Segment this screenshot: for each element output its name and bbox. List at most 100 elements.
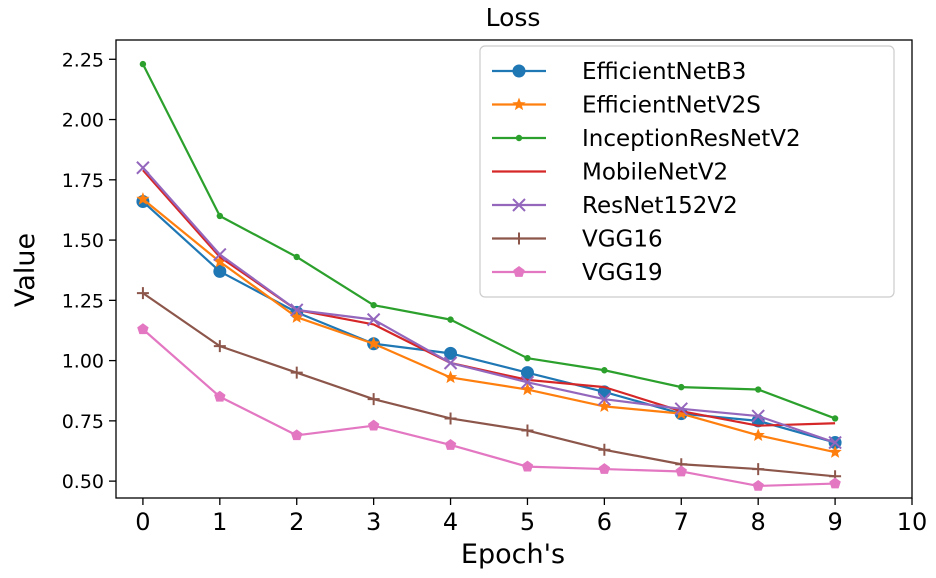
data-point xyxy=(293,253,300,261)
x-tick-label: 2 xyxy=(289,508,304,536)
data-series xyxy=(136,60,842,491)
x-tick-label: 9 xyxy=(827,508,842,536)
data-point xyxy=(291,429,303,441)
y-tick-label: 1.00 xyxy=(62,351,104,373)
data-point xyxy=(444,412,457,425)
x-tick-label: 6 xyxy=(597,508,612,536)
series-line xyxy=(141,63,836,420)
data-point xyxy=(524,354,531,362)
x-tick-label: 0 xyxy=(135,508,150,536)
series-line xyxy=(142,198,836,454)
series-inceptionresnetv2 xyxy=(139,60,839,422)
data-point xyxy=(366,312,381,327)
legend-item: EfficientNetV2S xyxy=(492,93,761,119)
legend-label: EfficientNetB3 xyxy=(582,59,746,85)
data-point xyxy=(367,393,380,406)
data-point xyxy=(213,340,226,353)
legend-marker xyxy=(512,198,526,212)
data-point xyxy=(136,287,149,300)
data-point xyxy=(829,477,841,489)
y-tick-label: 1.50 xyxy=(62,230,104,252)
y-tick-label: 1.75 xyxy=(62,170,104,192)
series-line xyxy=(142,328,836,488)
y-tick-label: 0.75 xyxy=(62,411,104,433)
series-line xyxy=(142,292,836,478)
data-point xyxy=(678,383,685,391)
data-point xyxy=(139,60,147,68)
y-tick-label: 0.50 xyxy=(62,471,104,493)
data-point xyxy=(137,323,149,335)
legend-marker xyxy=(513,232,525,245)
legend-items: EfficientNetB3 EfficientNetV2S InceptionRe… xyxy=(492,59,801,286)
series-resnet152v2 xyxy=(136,161,842,450)
data-point xyxy=(520,375,535,390)
legend-marker xyxy=(515,134,523,142)
legend-label: MobileNetV2 xyxy=(582,160,728,186)
data-point xyxy=(443,370,458,384)
x-tick-label: 10 xyxy=(897,508,928,536)
data-point xyxy=(831,415,839,422)
data-point xyxy=(444,438,457,450)
x-axis-title: Epoch's xyxy=(461,539,565,570)
legend-box xyxy=(479,45,895,298)
data-point xyxy=(370,301,377,309)
data-point xyxy=(828,445,842,458)
data-point xyxy=(213,264,227,278)
data-point xyxy=(674,402,688,416)
legend-label: InceptionResNetV2 xyxy=(582,126,801,152)
data-point xyxy=(447,316,454,323)
data-point xyxy=(675,465,687,477)
y-tick-label: 2.00 xyxy=(62,110,104,132)
data-point xyxy=(366,336,381,350)
data-point xyxy=(752,463,765,476)
x-tick-label: 7 xyxy=(674,508,689,536)
data-point xyxy=(290,303,304,317)
x-tick-label: 3 xyxy=(366,508,381,536)
chart-title: Loss xyxy=(486,3,541,32)
axis-ticks: 0.50 0.75 1.00 1.25 1.50 1.75 2.00 2.25 0 1 2 3 4 5 6 7… xyxy=(62,49,928,536)
legend: EfficientNetB3 EfficientNetV2S InceptionRe… xyxy=(479,45,895,298)
legend-label: VGG19 xyxy=(582,260,663,286)
y-tick-label: 1.25 xyxy=(62,290,104,312)
data-point xyxy=(213,247,227,262)
x-tick-label: 8 xyxy=(751,508,766,536)
data-point xyxy=(597,399,612,413)
y-axis-title: Value xyxy=(10,233,41,307)
legend-item: ResNet152V2 xyxy=(492,193,738,219)
x-tick-label: 1 xyxy=(212,508,227,536)
data-point xyxy=(674,406,688,420)
data-point xyxy=(828,435,842,450)
data-point xyxy=(443,356,458,370)
data-point xyxy=(136,192,150,205)
x-tick-label: 5 xyxy=(520,508,535,536)
plot-frame xyxy=(115,39,913,499)
data-point xyxy=(367,419,380,431)
legend-item: VGG16 xyxy=(492,227,663,253)
data-point xyxy=(521,460,534,472)
data-point xyxy=(216,212,224,220)
series-line xyxy=(142,167,836,444)
data-point xyxy=(521,424,534,437)
series-line xyxy=(142,200,836,444)
legend-label: VGG16 xyxy=(582,227,663,253)
data-point xyxy=(520,382,535,396)
data-point xyxy=(597,392,612,406)
data-point xyxy=(751,428,765,441)
legend-label: ResNet152V2 xyxy=(582,193,738,219)
data-point xyxy=(598,463,611,474)
data-point xyxy=(213,254,227,268)
legend-item: MobileNetV2 xyxy=(492,160,728,186)
data-point xyxy=(444,346,458,360)
data-point xyxy=(601,367,608,374)
data-point xyxy=(290,310,304,323)
data-point xyxy=(751,409,765,423)
legend-item: VGG19 xyxy=(492,260,663,286)
data-point xyxy=(752,479,764,491)
data-point xyxy=(136,161,150,175)
legend-item: EfficientNetB3 xyxy=(492,59,746,85)
legend-marker xyxy=(512,64,526,78)
legend-marker xyxy=(512,97,526,111)
series-vgg16 xyxy=(136,287,842,483)
data-point xyxy=(290,366,303,379)
